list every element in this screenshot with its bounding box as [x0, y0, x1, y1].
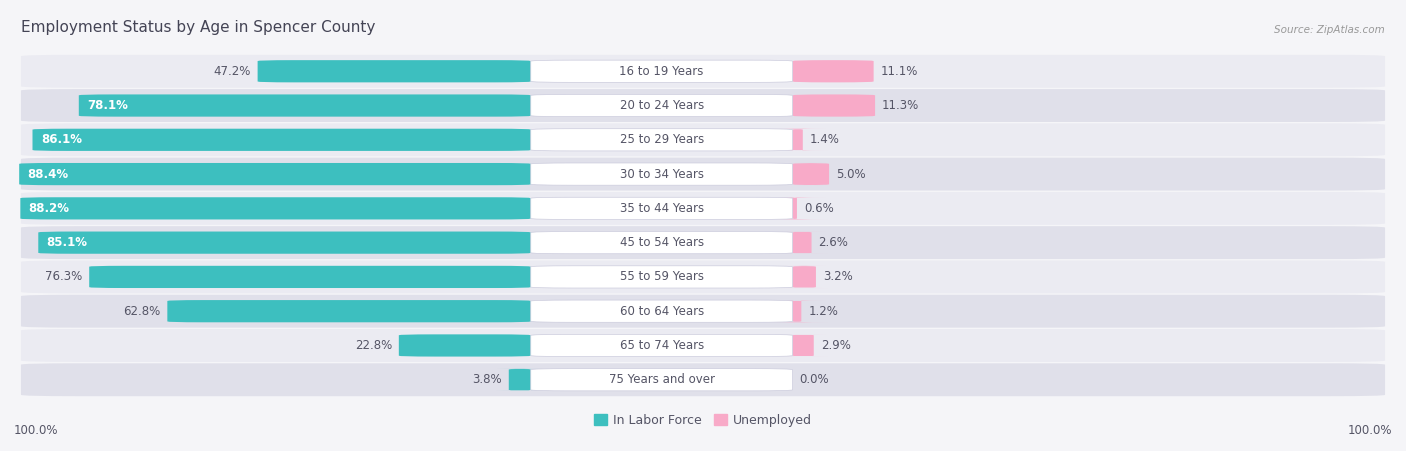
Text: 11.3%: 11.3% [882, 99, 920, 112]
FancyBboxPatch shape [21, 124, 1385, 156]
FancyBboxPatch shape [766, 300, 827, 322]
Text: 100.0%: 100.0% [14, 424, 59, 437]
Legend: In Labor Force, Unemployed: In Labor Force, Unemployed [589, 409, 817, 432]
FancyBboxPatch shape [793, 60, 873, 83]
FancyBboxPatch shape [531, 197, 793, 220]
FancyBboxPatch shape [531, 94, 793, 117]
FancyBboxPatch shape [21, 55, 1385, 87]
Text: 65 to 74 Years: 65 to 74 Years [620, 339, 704, 352]
Text: 1.2%: 1.2% [808, 305, 838, 318]
Text: 5.0%: 5.0% [837, 168, 866, 180]
Text: 45 to 54 Years: 45 to 54 Years [620, 236, 704, 249]
Text: 75 Years and over: 75 Years and over [609, 373, 714, 386]
FancyBboxPatch shape [21, 261, 1385, 293]
Text: 0.0%: 0.0% [800, 373, 830, 386]
FancyBboxPatch shape [21, 192, 1385, 225]
Text: 88.4%: 88.4% [28, 168, 69, 180]
FancyBboxPatch shape [89, 266, 531, 288]
FancyBboxPatch shape [531, 300, 793, 322]
Text: 0.6%: 0.6% [804, 202, 834, 215]
Text: 100.0%: 100.0% [1347, 424, 1392, 437]
FancyBboxPatch shape [531, 60, 793, 83]
Text: 86.1%: 86.1% [41, 133, 82, 146]
FancyBboxPatch shape [782, 266, 827, 288]
Text: 22.8%: 22.8% [354, 339, 392, 352]
Text: 25 to 29 Years: 25 to 29 Years [620, 133, 704, 146]
Text: 16 to 19 Years: 16 to 19 Years [620, 65, 704, 78]
Text: 85.1%: 85.1% [46, 236, 87, 249]
FancyBboxPatch shape [20, 197, 531, 220]
Text: 1.4%: 1.4% [810, 133, 839, 146]
FancyBboxPatch shape [167, 300, 531, 322]
FancyBboxPatch shape [21, 158, 1385, 190]
Text: 2.9%: 2.9% [821, 339, 851, 352]
FancyBboxPatch shape [531, 334, 793, 357]
FancyBboxPatch shape [21, 89, 1385, 122]
Text: 30 to 34 Years: 30 to 34 Years [620, 168, 703, 180]
Text: 60 to 64 Years: 60 to 64 Years [620, 305, 704, 318]
FancyBboxPatch shape [257, 60, 531, 83]
FancyBboxPatch shape [531, 266, 793, 288]
FancyBboxPatch shape [21, 226, 1385, 259]
FancyBboxPatch shape [21, 329, 1385, 362]
FancyBboxPatch shape [793, 163, 830, 185]
Text: 3.8%: 3.8% [472, 373, 502, 386]
FancyBboxPatch shape [531, 368, 793, 391]
Text: 20 to 24 Years: 20 to 24 Years [620, 99, 704, 112]
FancyBboxPatch shape [21, 364, 1385, 396]
Text: 78.1%: 78.1% [87, 99, 128, 112]
FancyBboxPatch shape [531, 163, 793, 185]
Text: 47.2%: 47.2% [214, 65, 250, 78]
FancyBboxPatch shape [793, 94, 875, 117]
Text: 35 to 44 Years: 35 to 44 Years [620, 202, 704, 215]
FancyBboxPatch shape [38, 231, 531, 254]
FancyBboxPatch shape [768, 129, 827, 151]
FancyBboxPatch shape [778, 231, 827, 254]
FancyBboxPatch shape [21, 295, 1385, 327]
Text: Employment Status by Age in Spencer County: Employment Status by Age in Spencer Coun… [21, 20, 375, 35]
Text: 2.6%: 2.6% [818, 236, 848, 249]
Text: 55 to 59 Years: 55 to 59 Years [620, 271, 703, 283]
FancyBboxPatch shape [496, 368, 543, 391]
Text: Source: ZipAtlas.com: Source: ZipAtlas.com [1274, 25, 1385, 35]
Text: 11.1%: 11.1% [880, 65, 918, 78]
FancyBboxPatch shape [531, 129, 793, 151]
Text: 62.8%: 62.8% [124, 305, 160, 318]
Text: 3.2%: 3.2% [823, 271, 852, 283]
FancyBboxPatch shape [79, 94, 531, 117]
FancyBboxPatch shape [762, 197, 827, 220]
Text: 88.2%: 88.2% [28, 202, 70, 215]
Text: 76.3%: 76.3% [45, 271, 83, 283]
FancyBboxPatch shape [32, 129, 531, 151]
FancyBboxPatch shape [531, 231, 793, 254]
FancyBboxPatch shape [20, 163, 531, 185]
FancyBboxPatch shape [399, 334, 531, 357]
FancyBboxPatch shape [779, 334, 827, 357]
